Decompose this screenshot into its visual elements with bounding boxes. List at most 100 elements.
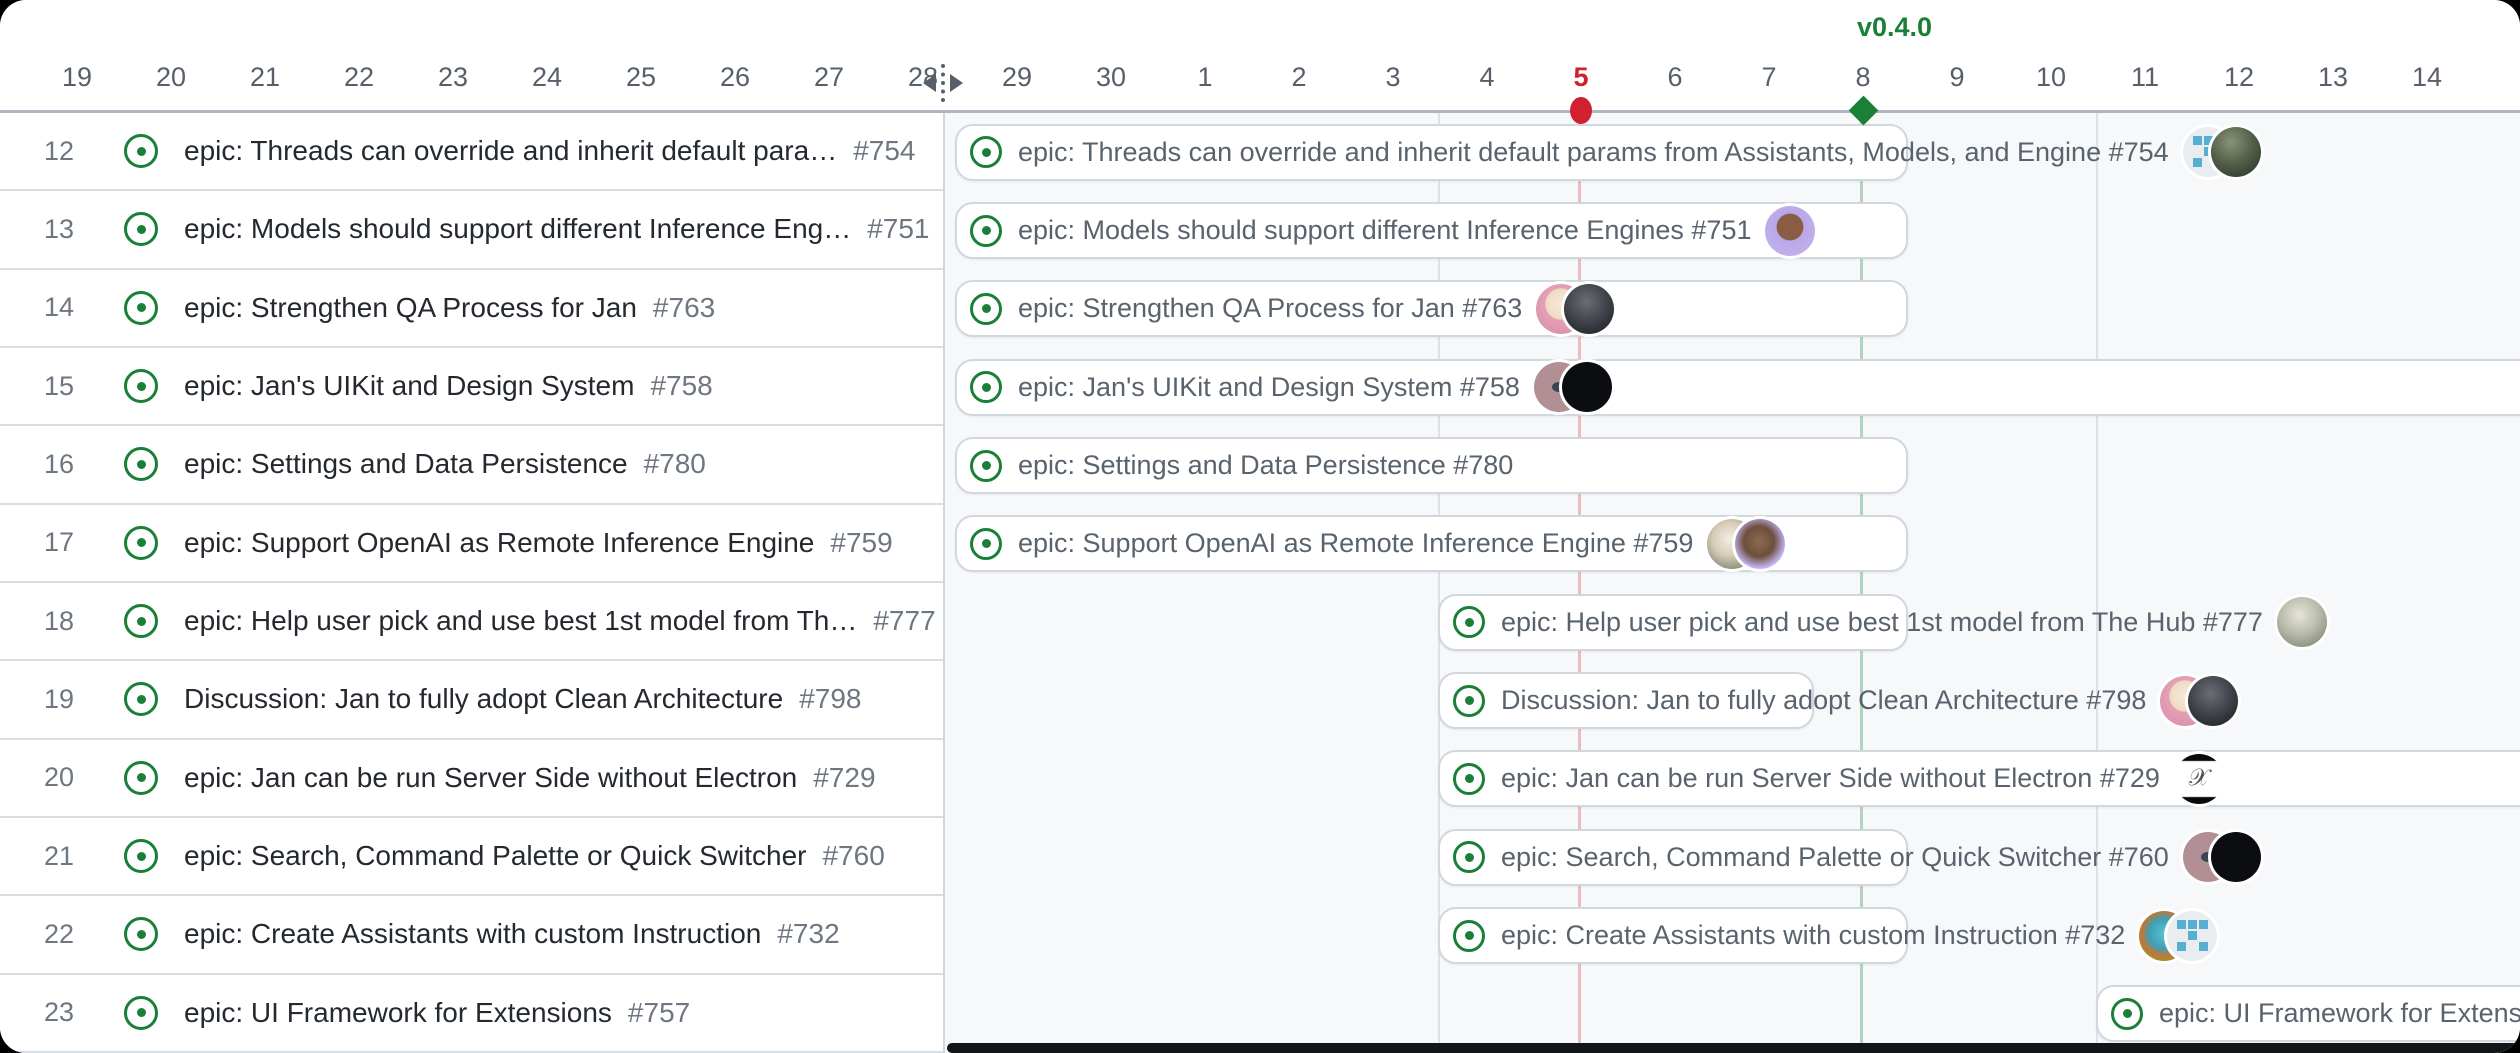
table-row[interactable]: 15 epic: Jan's UIKit and Design System #75… [0,348,943,427]
bar-pill[interactable] [955,358,2520,416]
roadmap-bar[interactable]: epic: Settings and Data Persistence #780 [955,437,1908,494]
issue-title[interactable]: epic: Settings and Data Persistence [184,448,628,480]
roadmap-bar[interactable]: Discussion: Jan to fully adopt Clean Arc… [1438,672,2239,729]
open-issue-icon [1453,762,1485,795]
issue-title[interactable]: Discussion: Jan to fully adopt Clean Arc… [184,683,784,715]
bar-pill[interactable] [1438,672,1814,729]
roadmap-bar[interactable]: epic: UI Framework for Extensions #757 [2096,985,2520,1043]
table-row[interactable]: 17 epic: Support OpenAI as Remote Inferen… [0,504,943,583]
issue-number: #758 [650,370,713,402]
day-label: 6 [1667,62,1683,92]
day-label: 13 [2317,62,2349,92]
table-row[interactable]: 21 epic: Search, Command Palette or Quick… [0,818,943,897]
open-issue-icon [124,290,158,325]
bar-content: epic: Search, Command Palette or Quick S… [1438,829,2261,886]
bar-pill[interactable] [1438,593,1908,651]
day-label: 21 [249,62,281,92]
bar-pill[interactable] [1438,750,2520,808]
table-row[interactable]: 23 epic: UI Framework for Extensions #757 [0,974,943,1053]
avatar[interactable] [2210,832,2261,883]
issue-title[interactable]: epic: Threads can override and inherit d… [184,135,838,167]
assignee-avatars [1536,283,1615,334]
row-number: 14 [43,292,75,323]
table-row[interactable]: 16 epic: Settings and Data Persistence #78… [0,426,943,505]
avatar[interactable] [2188,675,2239,726]
issue-number: #754 [853,135,916,167]
bar-pill[interactable] [955,123,1908,181]
bar-content: epic: Models should support different In… [955,202,1816,259]
bar-pill[interactable] [955,280,1908,338]
roadmap-bar[interactable]: epic: Support OpenAI as Remote Inference… [955,515,1908,573]
bar-content: epic: Create Assistants with custom Inst… [1438,907,2218,964]
assignee-avatars [2160,675,2239,726]
table-row[interactable]: 19 Discussion: Jan to fully adopt Clean A… [0,661,943,740]
issue-number: #751 [867,213,930,245]
issue-title[interactable]: epic: Jan can be run Server Side without… [184,761,798,793]
table-row[interactable]: 13 epic: Models should support different … [0,191,943,270]
issue-number: #777 [873,605,936,637]
avatar[interactable] [1735,518,1786,569]
roadmap-bar[interactable]: epic: Strengthen QA Process for Jan #763 [955,280,1908,338]
issue-title[interactable]: epic: Jan's UIKit and Design System [184,370,635,402]
roadmap-body: 12 epic: Threads can override and inherit… [0,113,2520,1053]
bar-pill[interactable] [955,437,1908,494]
issue-title[interactable]: epic: Support OpenAI as Remote Inference… [184,526,815,558]
milestone-vertical-line [1860,113,1863,1043]
avatar[interactable] [1561,362,1612,413]
bar-label: epic: Strengthen QA Process for Jan #763 [1018,293,1523,324]
row-number: 22 [43,918,75,949]
roadmap-bar[interactable]: epic: Help user pick and use best 1st mo… [1438,593,2327,651]
avatar[interactable] [1564,283,1615,334]
bar-content: epic: UI Framework for Extensions #757 [2096,985,2520,1042]
avatar[interactable] [2276,597,2327,648]
timeline-header: v0.4.0 19 20 21 22 23 24 25 26 27 28 29 30 1 2 3 4 5 6 7 8 9… [0,0,2520,113]
day-label: 10 [2035,62,2067,92]
bar-pill[interactable] [1438,907,1908,964]
avatar[interactable] [2167,910,2218,961]
day-label: 26 [719,62,751,92]
day-label: 22 [343,62,375,92]
issue-title[interactable]: epic: Help user pick and use best 1st mo… [184,605,858,637]
issue-number: #732 [777,918,840,950]
issue-title[interactable]: epic: Models should support different In… [184,213,852,245]
row-number: 20 [43,762,75,793]
today-marker-icon [1570,97,1592,124]
table-row[interactable]: 20 epic: Jan can be run Server Side witho… [0,739,943,818]
horizontal-scrollbar[interactable] [947,1043,2520,1053]
issue-number: #763 [652,291,716,323]
bar-label: epic: Settings and Data Persistence #780 [1018,450,1514,480]
roadmap-bar[interactable]: epic: Create Assistants with custom Inst… [1438,907,2218,964]
avatar[interactable] [2210,127,2261,178]
bar-content: epic: Help user pick and use best 1st mo… [1438,594,2327,651]
table-row[interactable]: 18 epic: Help user pick and use best 1st … [0,583,943,662]
column-resize-handle[interactable] [923,64,963,102]
avatar[interactable] [2173,753,2224,804]
day-label: 27 [813,62,845,92]
open-issue-icon [124,134,158,169]
bar-pill[interactable] [2096,985,2520,1043]
issue-number: #798 [799,683,862,715]
day-label: 8 [1855,62,1871,92]
day-label: 19 [61,62,93,92]
resize-divider-icon [941,64,945,102]
open-issue-icon [1453,841,1485,874]
roadmap-bar[interactable]: epic: Search, Command Palette or Quick S… [1438,828,2261,886]
roadmap-bar[interactable]: epic: Models should support different In… [955,202,1908,259]
roadmap-bar[interactable]: epic: Threads can override and inherit d… [955,123,2261,181]
table-row[interactable]: 14 epic: Strengthen QA Process for Jan #76… [0,269,943,348]
bar-pill[interactable] [1438,828,1908,886]
bar-pill[interactable] [955,202,1908,259]
roadmap-bar[interactable]: epic: Jan's UIKit and Design System #758 [955,358,2520,416]
issue-title[interactable]: epic: UI Framework for Extensions [184,996,612,1028]
roadmap-bar[interactable]: epic: Jan can be run Server Side without… [1438,750,2520,808]
open-issue-icon [124,995,158,1030]
open-issue-icon [1453,919,1485,952]
assignee-avatars [1533,362,1612,413]
avatar[interactable] [1765,205,1816,256]
assignee-avatars [2276,597,2327,648]
issue-title[interactable]: epic: Search, Command Palette or Quick S… [184,840,807,872]
issue-title[interactable]: epic: Create Assistants with custom Inst… [184,918,762,950]
table-row[interactable]: 22 epic: Create Assistants with custom In… [0,896,943,975]
issue-title[interactable]: epic: Strengthen QA Process for Jan [184,291,637,323]
table-row[interactable]: 12 epic: Threads can override and inherit… [0,113,943,192]
